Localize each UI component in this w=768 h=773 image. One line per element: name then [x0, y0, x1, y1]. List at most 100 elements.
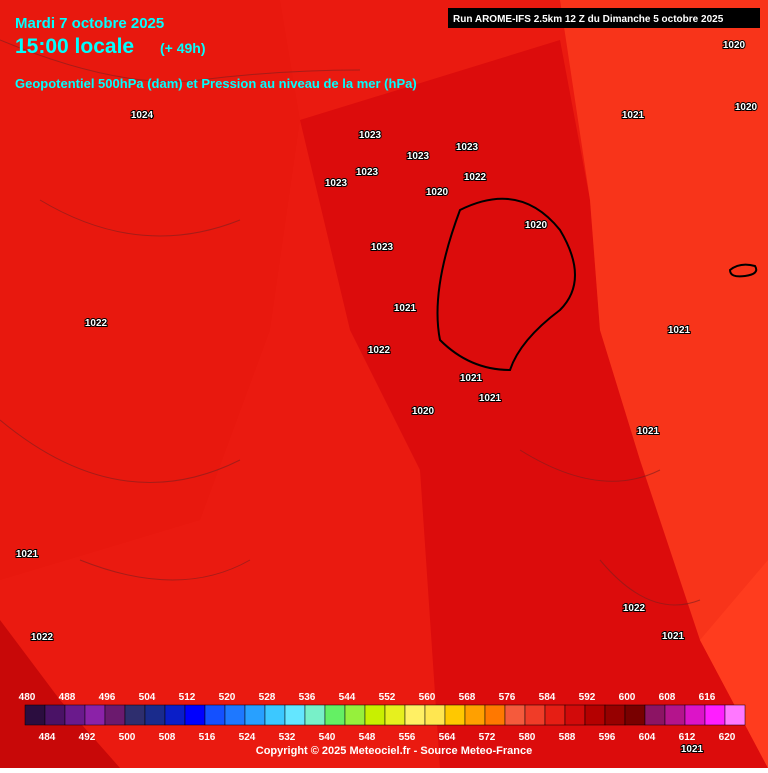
- scale-swatch: [624, 704, 646, 726]
- scale-label: 492: [79, 732, 96, 743]
- isobar-label: 1022: [31, 632, 54, 643]
- scale-swatch: [44, 704, 66, 726]
- scale-label: 536: [299, 692, 316, 703]
- scale-swatch: [264, 704, 286, 726]
- scale-label: 488: [59, 692, 76, 703]
- isobar-label: 1021: [479, 393, 502, 404]
- scale-swatch: [424, 704, 446, 726]
- scale-swatch: [544, 704, 566, 726]
- scale-label: 544: [339, 692, 356, 703]
- isobar: [436, 197, 576, 372]
- scale-label: 552: [379, 692, 396, 703]
- scale-label: 520: [219, 692, 236, 703]
- scale-swatch: [304, 704, 326, 726]
- scale-label: 592: [579, 692, 596, 703]
- scale-label: 616: [699, 692, 716, 703]
- scale-swatch: [564, 704, 586, 726]
- scale-swatch: [324, 704, 346, 726]
- isobar-label: 1020: [735, 102, 758, 113]
- scale-swatch: [344, 704, 366, 726]
- field-southeast: [700, 560, 768, 768]
- scale-label: 484: [39, 732, 56, 743]
- scale-swatch: [604, 704, 626, 726]
- scale-swatch: [444, 704, 466, 726]
- scale-swatch: [164, 704, 186, 726]
- scale-swatch: [504, 704, 526, 726]
- scale-label: 496: [99, 692, 116, 703]
- scale-label: 512: [179, 692, 196, 703]
- run-info: Run AROME-IFS 2.5km 12 Z du Dimanche 5 o…: [453, 14, 724, 25]
- scale-swatch: [64, 704, 86, 726]
- isobar-label: 1022: [464, 172, 487, 183]
- isobar-label: 1020: [525, 220, 548, 231]
- scale-swatch: [584, 704, 606, 726]
- scale-label: 596: [599, 732, 616, 743]
- subtitle: Geopotentiel 500hPa (dam) et Pression au…: [15, 76, 417, 91]
- scale-label: 568: [459, 692, 476, 703]
- scale-swatch: [724, 704, 746, 726]
- scale-swatch: [124, 704, 146, 726]
- scale-swatch: [144, 704, 166, 726]
- field-west: [0, 0, 300, 580]
- copyright: Copyright © 2025 Meteociel.fr - Source M…: [256, 745, 532, 757]
- isobar-label: 1023: [359, 130, 382, 141]
- isobar-label: 1021: [622, 110, 645, 121]
- isobar-label: 1020: [426, 187, 449, 198]
- isobar-label: 1021: [681, 744, 704, 755]
- scale-swatch: [364, 704, 386, 726]
- isobar-label: 1022: [368, 345, 391, 356]
- isobar-label: 1021: [16, 549, 39, 560]
- isobar-label: 1021: [460, 373, 483, 384]
- isobar: [728, 263, 758, 278]
- scale-swatch: [244, 704, 266, 726]
- isobar-label: 1021: [662, 631, 685, 642]
- scale-swatch: [704, 704, 726, 726]
- isobar-label: 1020: [412, 406, 435, 417]
- date: Mardi 7 octobre 2025: [15, 15, 164, 32]
- scale-swatch: [484, 704, 506, 726]
- scale-label: 576: [499, 692, 516, 703]
- isobar-label: 1023: [456, 142, 479, 153]
- field-east: [560, 0, 768, 768]
- scale-swatch: [404, 704, 426, 726]
- time: 15:00 locale: [15, 35, 134, 58]
- scale-swatch: [204, 704, 226, 726]
- scale-swatch: [524, 704, 546, 726]
- isobar-label: 1023: [371, 242, 394, 253]
- isobar-label: 1023: [407, 151, 430, 162]
- scale-label: 612: [679, 732, 696, 743]
- isobar-label: 1021: [668, 325, 691, 336]
- scale-label: 540: [319, 732, 336, 743]
- border: [0, 39, 701, 606]
- scale-label: 548: [359, 732, 376, 743]
- scale-label: 528: [259, 692, 276, 703]
- scale-label: 608: [659, 692, 676, 703]
- scale-swatch: [644, 704, 666, 726]
- field-southwest: [0, 620, 120, 768]
- scale-swatch: [24, 704, 46, 726]
- scale-label: 572: [479, 732, 496, 743]
- scale-swatch: [684, 704, 706, 726]
- field-center: [300, 40, 768, 768]
- scale-label: 508: [159, 732, 176, 743]
- scale-label: 588: [559, 732, 576, 743]
- scale-swatch: [184, 704, 206, 726]
- scale-label: 480: [19, 692, 36, 703]
- lead: (+ 49h): [160, 40, 206, 56]
- scale-label: 564: [439, 732, 456, 743]
- scale-label: 620: [719, 732, 736, 743]
- isobar-label: 1023: [356, 167, 379, 178]
- scale-label: 516: [199, 732, 216, 743]
- scale-swatch: [384, 704, 406, 726]
- scale-label: 524: [239, 732, 256, 743]
- run-box: [448, 8, 760, 28]
- isobar-label: 1021: [637, 426, 660, 437]
- scale-label: 500: [119, 732, 136, 743]
- scale-label: 556: [399, 732, 416, 743]
- scale-swatch: [104, 704, 126, 726]
- isobar-label: 1023: [325, 178, 348, 189]
- scale-label: 560: [419, 692, 436, 703]
- scale-label: 600: [619, 692, 636, 703]
- isobar-label: 1021: [394, 303, 417, 314]
